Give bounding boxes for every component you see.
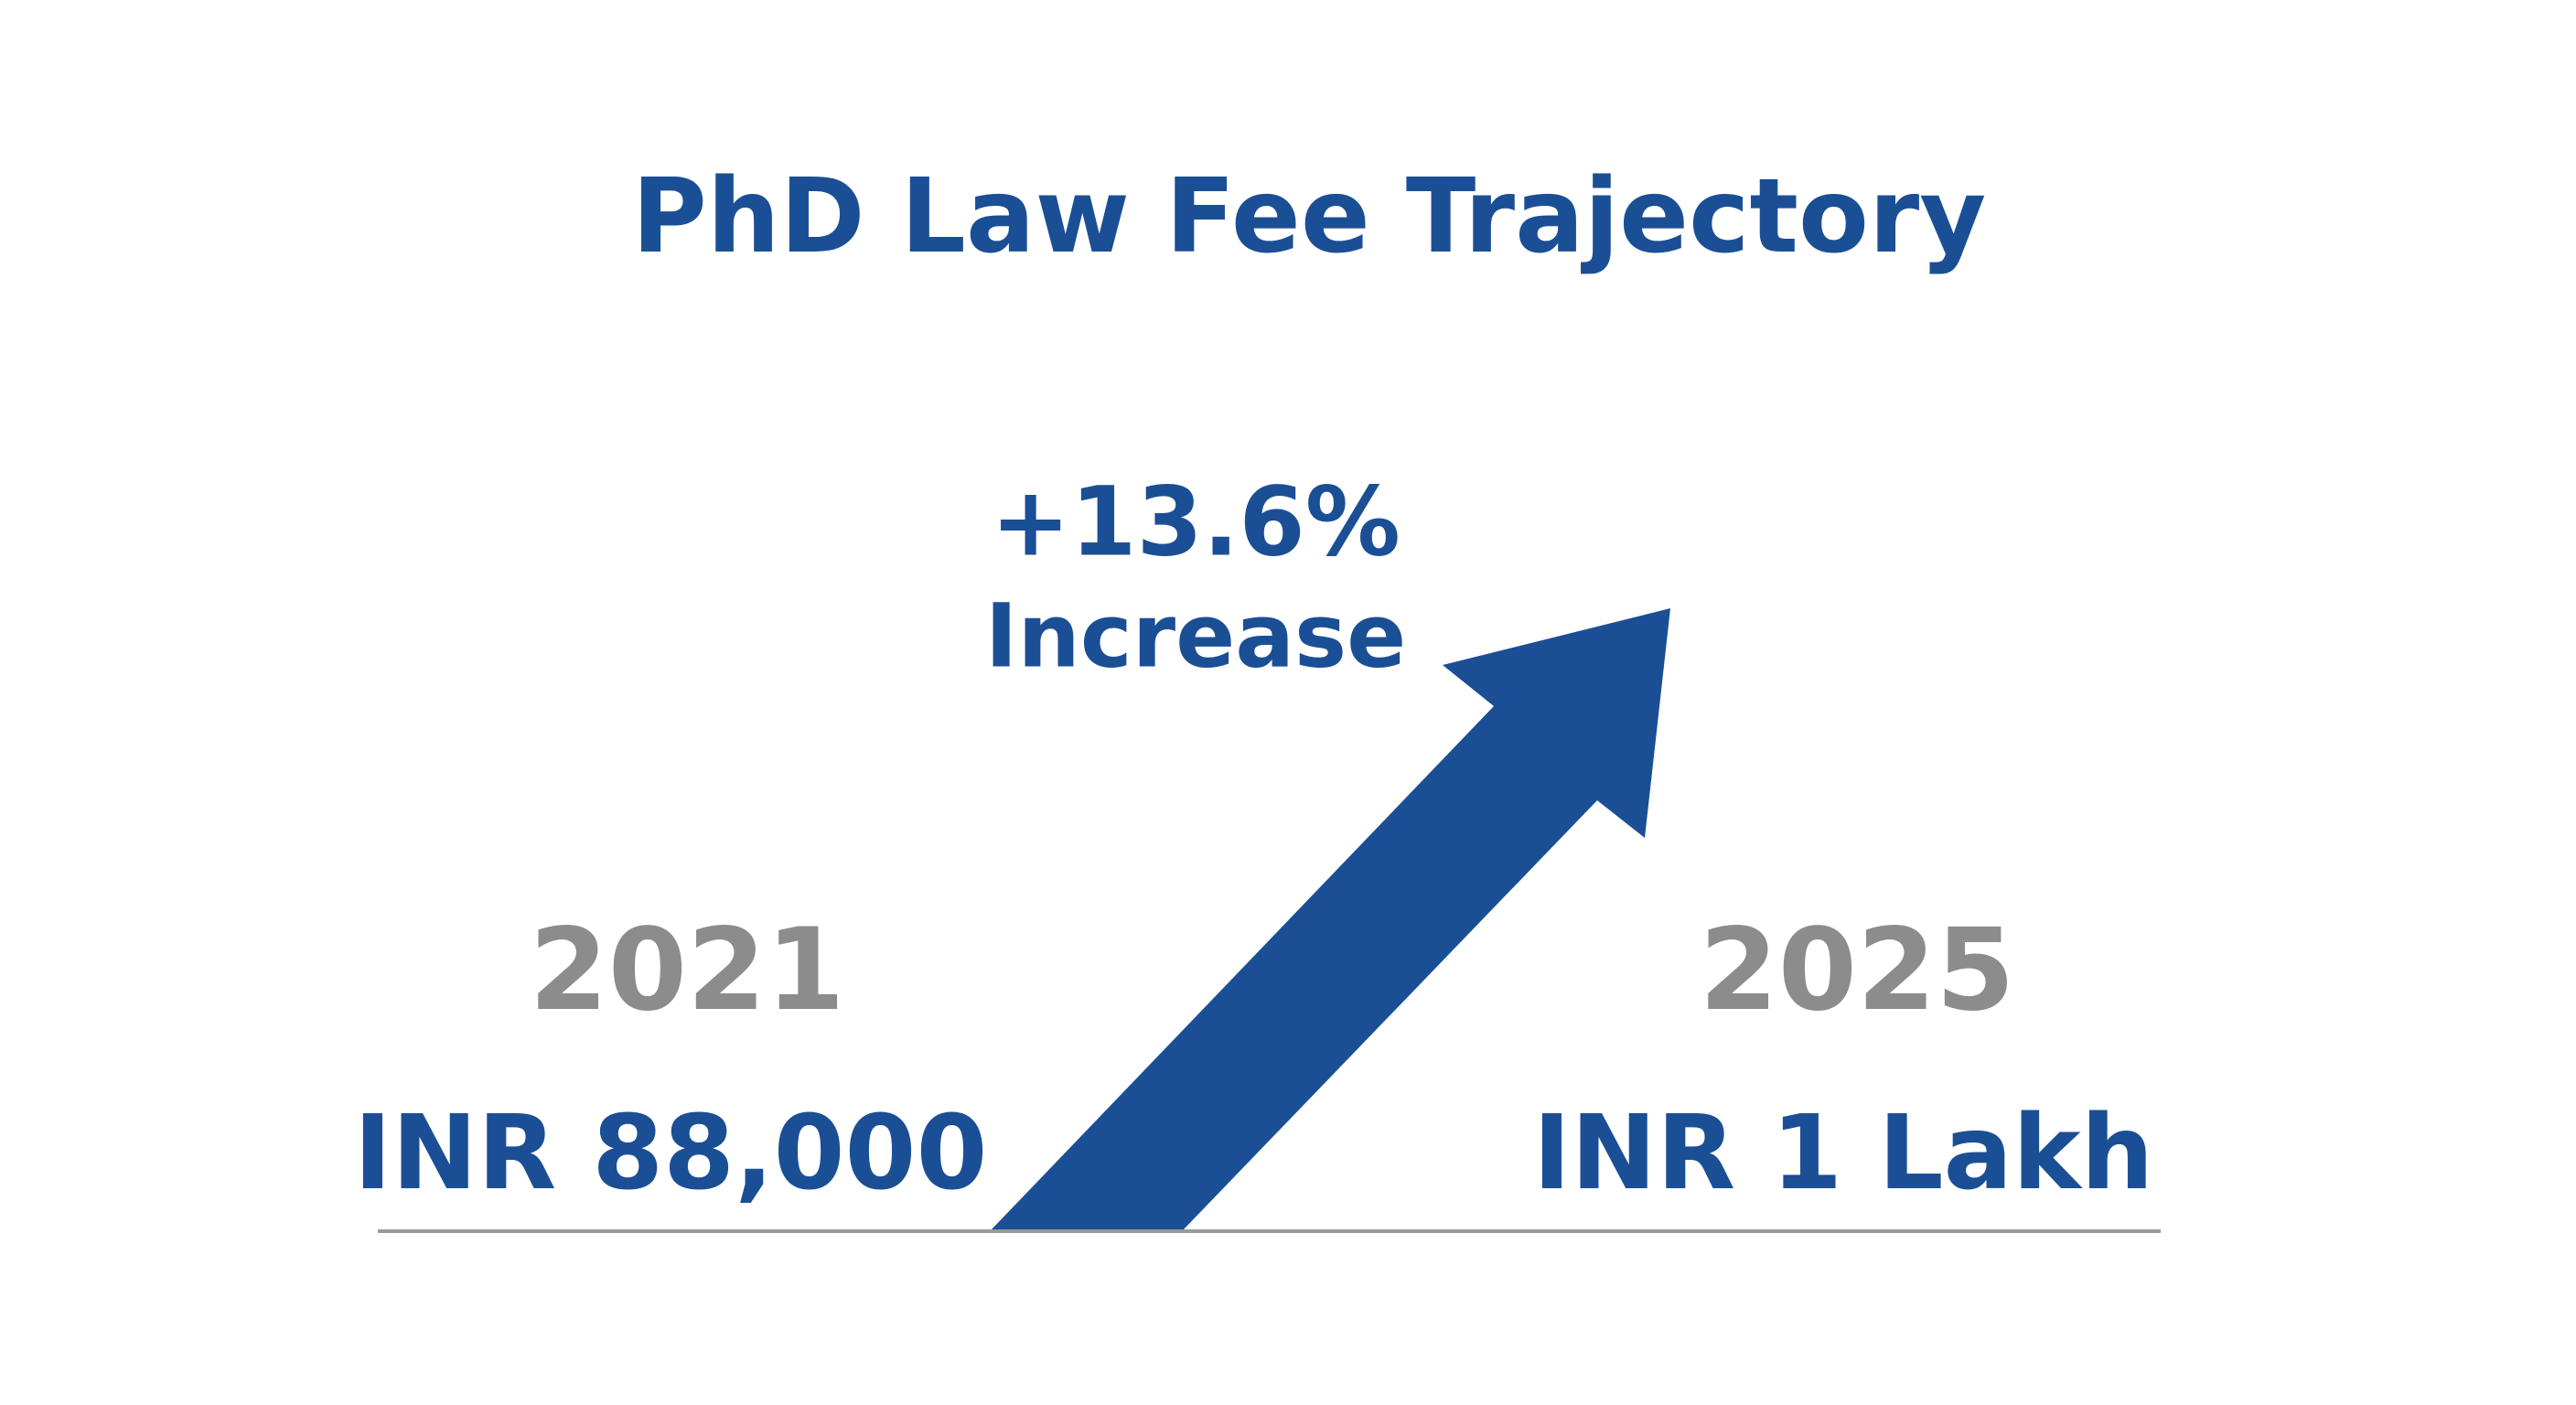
- change-label: Increase: [985, 585, 1406, 687]
- change-value: +13.6%: [991, 466, 1401, 577]
- title: PhD Law Fee Trajectory: [632, 157, 1986, 276]
- trend-arrow: [991, 608, 1670, 1230]
- start-amount: INR 88,000: [354, 1094, 988, 1213]
- end-amount: INR 1 Lakh: [1533, 1094, 2154, 1213]
- end-year: 2025: [1699, 905, 2014, 1036]
- start-year: 2021: [529, 905, 844, 1036]
